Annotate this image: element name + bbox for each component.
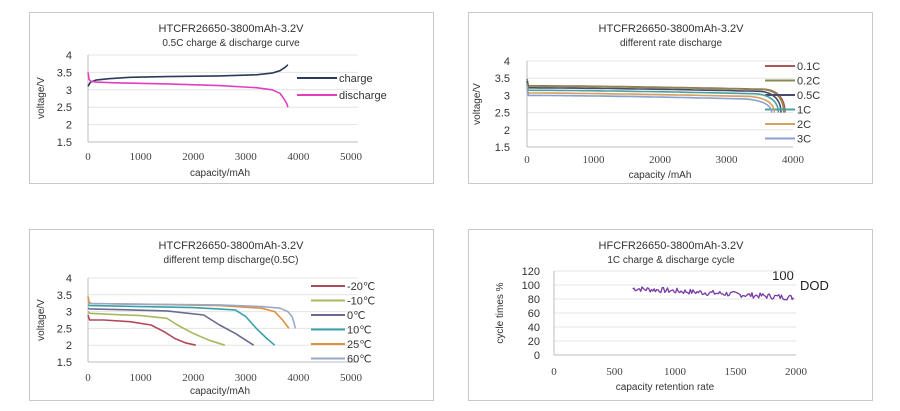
- chart2-subtitle: different rate discharge: [620, 38, 723, 49]
- series-line-1C: [526, 83, 780, 113]
- legend-label: 3C: [797, 134, 811, 146]
- y-tick-label: 2.5: [57, 102, 72, 114]
- legend-label: 1C: [797, 105, 811, 117]
- y-tick-label: 1.5: [495, 142, 510, 154]
- chart4-xlabel: capacity retention rate: [616, 382, 715, 393]
- y-tick-label: 4: [66, 273, 72, 285]
- x-tick-label: 3000: [235, 151, 258, 163]
- chart-panel-cycle: [468, 229, 873, 401]
- x-tick-label: 3000: [235, 372, 258, 384]
- chart-panel-temp-discharge: [29, 229, 434, 401]
- legend-label: discharge: [339, 90, 387, 102]
- legend-label: -20℃: [347, 281, 375, 293]
- legend-label: 0℃: [347, 310, 365, 322]
- series-line-3C: [526, 88, 773, 113]
- legend-label: 10℃: [347, 325, 372, 337]
- chart1-xlabel: capacity/mAh: [190, 168, 250, 179]
- chart3-title: HTCFR26650-3800mAh-3.2V: [159, 240, 305, 252]
- x-tick-label: 1000: [130, 372, 153, 384]
- y-tick-label: 2: [66, 120, 72, 132]
- series-line-discharge: [87, 72, 289, 108]
- y-tick-label: 4: [504, 56, 510, 68]
- legend-label: DOD: [800, 278, 829, 293]
- series-line-0.5C: [526, 80, 782, 113]
- x-tick-label: 1000: [664, 366, 687, 378]
- y-tick-label: 3.5: [495, 73, 510, 85]
- chart-panel-charge-discharge: [29, 12, 434, 184]
- y-tick-label: 120: [522, 266, 540, 278]
- x-tick-label: 2000: [182, 151, 205, 163]
- chart4-ylabel: cycle times %: [495, 282, 506, 343]
- series-line-60: [87, 302, 296, 329]
- chart4-subtitle: 1C charge & discharge cycle: [607, 255, 735, 266]
- x-tick-label: 4000: [287, 372, 310, 384]
- x-tick-label: 500: [606, 366, 623, 378]
- legend-label: 0.5C: [797, 90, 820, 102]
- chart3-subtitle: different temp discharge(0.5C): [164, 255, 299, 266]
- legend-label: 25℃: [347, 339, 372, 351]
- x-tick-label: 5000: [340, 151, 363, 163]
- y-tick-label: 2: [504, 125, 510, 137]
- x-tick-label: 5000: [340, 372, 363, 384]
- y-tick-label: 40: [528, 322, 540, 334]
- y-tick-label: 2.5: [495, 108, 510, 120]
- x-tick-label: 0: [524, 154, 530, 166]
- x-tick-label: 0: [85, 372, 91, 384]
- legend-label: 60℃: [347, 354, 372, 366]
- x-tick-label: 0: [85, 151, 91, 163]
- x-tick-label: 1500: [725, 366, 748, 378]
- x-tick-label: 2000: [182, 372, 205, 384]
- x-tick-label: 3000: [716, 154, 739, 166]
- chart4-annotation: 100: [772, 268, 794, 283]
- y-tick-label: 3.5: [57, 290, 72, 302]
- x-tick-label: 2000: [785, 366, 808, 378]
- y-tick-label: 1.5: [57, 137, 72, 149]
- series-line-0: [87, 307, 255, 346]
- chart4-title: HFCFR26650-3800mAh-3.2V: [599, 240, 745, 252]
- x-tick-label: 2000: [649, 154, 672, 166]
- y-tick-label: 20: [528, 336, 540, 348]
- series-line-DOD: [632, 286, 795, 301]
- chart2-xlabel: capacity /mAh: [629, 170, 692, 181]
- legend-label: -10℃: [347, 296, 375, 308]
- y-tick-label: 3: [66, 307, 72, 319]
- y-tick-label: 0: [534, 350, 540, 362]
- chart3-xlabel: capacity/mAh: [190, 386, 250, 397]
- chart1-subtitle: 0.5C charge & discharge curve: [162, 38, 300, 49]
- x-tick-label: 4000: [287, 151, 310, 163]
- series-line-25: [87, 296, 290, 329]
- series-line-10: [87, 304, 276, 346]
- y-tick-label: 80: [528, 294, 540, 306]
- y-tick-label: 2.5: [57, 323, 72, 335]
- legend-label: 0.2C: [797, 76, 820, 88]
- chart1-ylabel: voltage/V: [36, 77, 47, 119]
- series-line-0.2C: [526, 79, 785, 113]
- chart2-title: HTCFR26650-3800mAh-3.2V: [599, 23, 745, 35]
- series-line-2C: [526, 85, 776, 113]
- legend-label: 2C: [797, 119, 811, 131]
- x-tick-label: 1000: [583, 154, 606, 166]
- y-tick-label: 3.5: [57, 67, 72, 79]
- series-line-charge: [87, 64, 289, 87]
- x-tick-label: 1000: [130, 151, 153, 163]
- legend-label: 0.1C: [797, 61, 820, 73]
- chart3-ylabel: voltage/V: [36, 299, 47, 341]
- y-tick-label: 60: [528, 308, 540, 320]
- y-tick-label: 3: [66, 85, 72, 97]
- x-tick-label: 0: [551, 366, 557, 378]
- y-tick-label: 4: [66, 50, 72, 62]
- x-tick-label: 4000: [782, 154, 805, 166]
- series-line--20: [87, 314, 196, 346]
- y-tick-label: 3: [504, 90, 510, 102]
- y-tick-label: 1.5: [57, 357, 72, 369]
- chart2-ylabel: voltage/V: [472, 83, 483, 125]
- chart1-title: HTCFR26650-3800mAh-3.2V: [159, 23, 305, 35]
- legend-label: charge: [339, 73, 373, 85]
- series-line--10: [87, 311, 226, 346]
- y-tick-label: 100: [522, 280, 540, 292]
- y-tick-label: 2: [66, 340, 72, 352]
